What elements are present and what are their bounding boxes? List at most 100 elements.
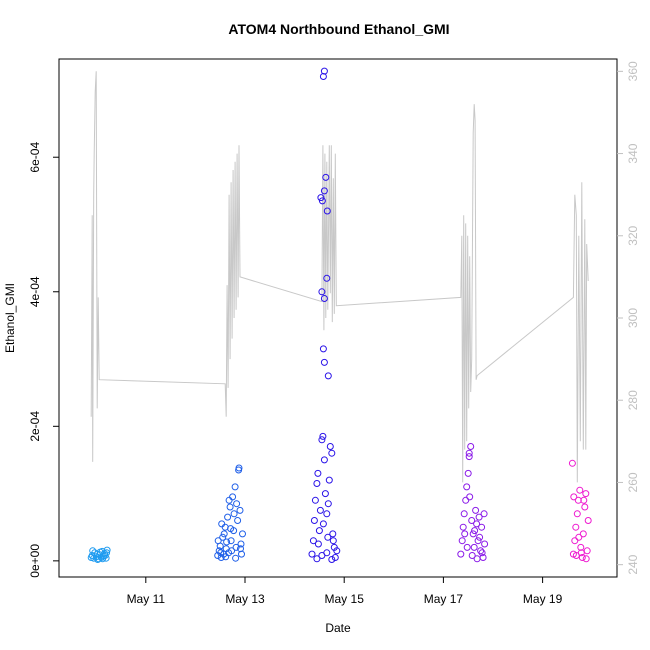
- data-point: [321, 490, 329, 498]
- data-point: [584, 517, 592, 524]
- data-point: [328, 449, 336, 457]
- data-point: [570, 493, 578, 501]
- data-point: [103, 549, 111, 557]
- x-axis-label: Date: [325, 621, 351, 635]
- data-point: [314, 540, 322, 548]
- data-point: [572, 523, 580, 531]
- data-point: [331, 554, 339, 561]
- data-point: [322, 173, 330, 181]
- data-point: [480, 510, 488, 518]
- y-tick-label: 4e-04: [28, 276, 42, 307]
- data-point: [580, 496, 588, 504]
- data-point: [578, 554, 586, 561]
- data-point: [224, 513, 232, 521]
- data-point: [225, 496, 233, 504]
- data-point: [324, 533, 332, 541]
- data-point: [478, 549, 486, 557]
- data-point: [466, 493, 474, 501]
- data-point: [329, 530, 337, 538]
- data-point: [318, 436, 326, 444]
- data-point: [316, 506, 324, 514]
- data-point: [317, 194, 325, 202]
- y-axis-left: 0e+00 2e-04 4e-04 6e-04: [28, 142, 59, 578]
- plot-frame: [58, 58, 618, 578]
- data-point: [320, 187, 328, 195]
- data-point: [237, 545, 244, 553]
- data-point: [94, 556, 102, 563]
- data-point: [576, 486, 584, 494]
- data-point: [229, 493, 237, 501]
- data-point: [328, 556, 336, 563]
- line-series: [90, 71, 589, 483]
- y2-tick-label: 340: [626, 143, 640, 163]
- data-point: [219, 533, 227, 541]
- data-point: [319, 345, 327, 353]
- data-point: [223, 538, 231, 546]
- data-point: [571, 537, 579, 545]
- data-point: [468, 552, 476, 559]
- data-point: [573, 510, 581, 518]
- data-point: [579, 530, 587, 538]
- data-point: [310, 517, 318, 524]
- data-point: [222, 553, 230, 561]
- data-point: [217, 549, 225, 557]
- data-point: [577, 543, 585, 551]
- data-point: [463, 543, 471, 551]
- data-point: [583, 547, 591, 555]
- data-point: [460, 510, 468, 518]
- data-point: [215, 547, 223, 555]
- data-point: [323, 274, 331, 282]
- data-point: [311, 496, 319, 504]
- x-tick-label: May 19: [523, 592, 563, 606]
- data-point: [319, 520, 327, 528]
- data-point: [581, 503, 589, 511]
- chart-title: ATOM4 Northbound Ethanol_GMI: [228, 21, 449, 37]
- data-point: [237, 540, 245, 548]
- data-point: [462, 496, 470, 504]
- y-axis-right: 240 260 280 300 320 340 360: [617, 61, 640, 575]
- data-point: [309, 537, 317, 545]
- data-point: [465, 449, 473, 457]
- data-point: [318, 288, 326, 296]
- x-tick-label: May 13: [225, 592, 265, 606]
- data-point: [475, 513, 483, 521]
- data-point: [333, 547, 341, 555]
- data-point: [577, 549, 585, 557]
- data-point: [582, 555, 590, 563]
- data-point: [467, 443, 475, 450]
- x-axis: May 11 May 13 May 15 May 17 May 19: [127, 577, 563, 606]
- data-point: [323, 549, 331, 557]
- y2-tick-label: 360: [626, 61, 640, 81]
- data-point: [582, 490, 590, 498]
- data-point: [459, 523, 467, 531]
- data-point: [473, 520, 481, 528]
- data-point: [232, 554, 240, 562]
- data-point: [308, 550, 316, 558]
- data-point: [320, 295, 328, 302]
- data-point: [227, 537, 235, 545]
- data-point: [465, 453, 473, 461]
- data-point: [472, 506, 480, 514]
- y-tick-label: 6e-04: [28, 142, 42, 173]
- data-point: [318, 197, 326, 205]
- y-axis-label: Ethanol_GMI: [3, 283, 17, 353]
- y2-tick-label: 280: [626, 390, 640, 410]
- y-tick-label: 2e-04: [28, 411, 42, 442]
- data-point: [234, 517, 242, 524]
- data-point: [323, 510, 331, 518]
- data-point: [320, 67, 328, 75]
- data-point: [239, 530, 246, 538]
- data-point: [230, 510, 238, 518]
- data-point: [476, 533, 484, 541]
- data-point: [470, 543, 478, 551]
- mixing-ratio-line: [90, 71, 589, 483]
- data-point: [220, 530, 228, 538]
- data-point: [236, 506, 244, 514]
- y2-tick-label: 240: [626, 554, 640, 574]
- data-point: [313, 555, 321, 563]
- data-point: [228, 547, 236, 555]
- data-point: [235, 464, 243, 472]
- data-point: [329, 537, 337, 545]
- x-tick-label: May 15: [325, 592, 365, 606]
